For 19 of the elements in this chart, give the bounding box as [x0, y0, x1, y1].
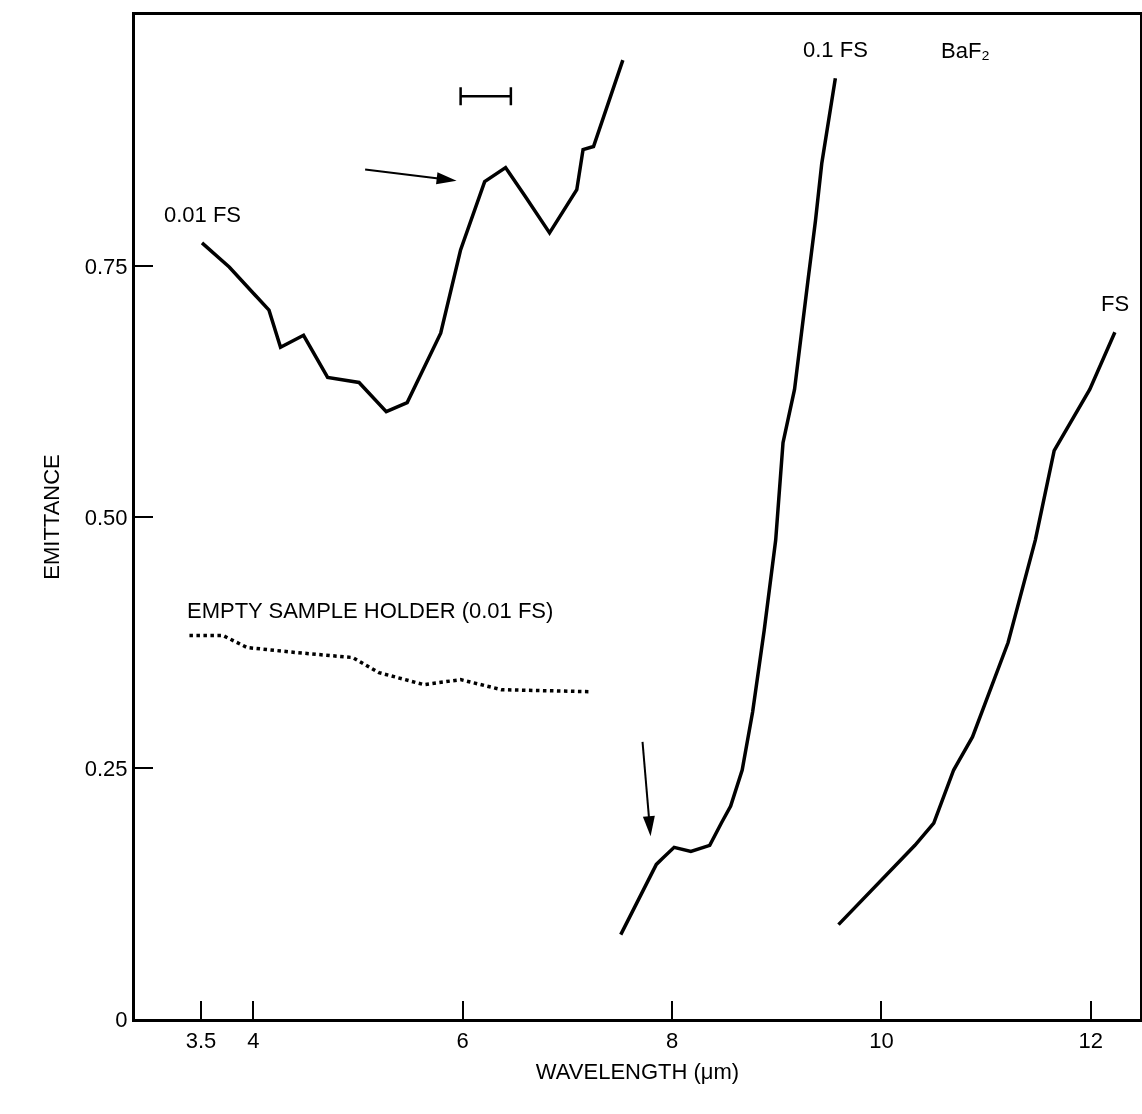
series-label: EMPTY SAMPLE HOLDER (0.01 FS) — [187, 598, 554, 623]
series-label: FS — [1101, 291, 1130, 316]
y-axis-title: EMITTANCE — [38, 454, 64, 580]
x-tick-label: 6 — [456, 1028, 469, 1054]
x-axis-title: WAVELENGTH (μm) — [535, 1059, 740, 1085]
series-label: 0.1 FS — [803, 37, 868, 62]
y-tick-label: 0.75 — [84, 253, 128, 279]
x-tick-label: 4 — [247, 1028, 260, 1054]
x-tick-label: 10 — [869, 1028, 894, 1054]
x-tick-label: 8 — [665, 1028, 679, 1054]
annotation: BaF₂ — [941, 38, 990, 63]
x-tick-label: 3.5 — [185, 1028, 217, 1054]
line-series — [619, 76, 838, 937]
y-tick-label: 0.50 — [84, 504, 128, 530]
line-series — [836, 330, 1117, 927]
series-label: 0.01 FS — [164, 202, 242, 227]
y-tick-label: 0.25 — [84, 755, 128, 781]
y-tick-label: 0 — [115, 1006, 128, 1032]
x-tick-label: 12 — [1078, 1028, 1104, 1054]
